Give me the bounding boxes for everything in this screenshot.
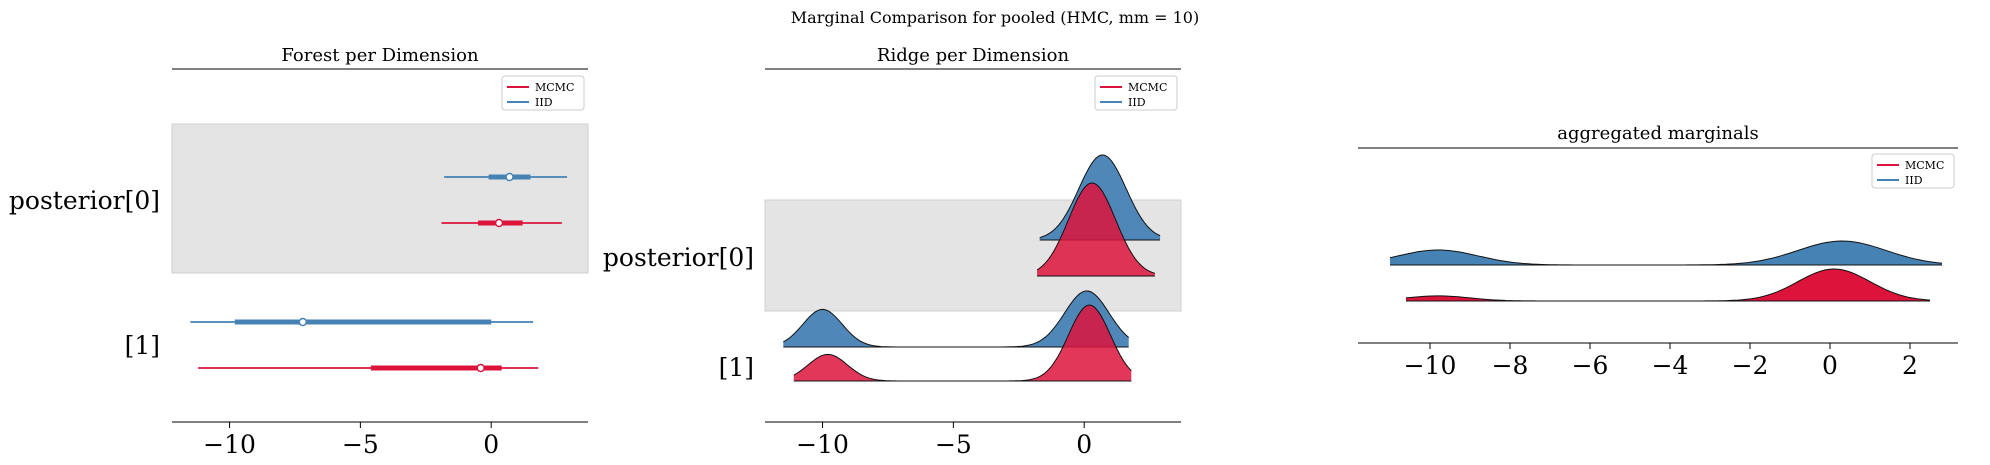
legend-entry: MCMC: [535, 81, 574, 94]
x-tick-label: −6: [1572, 351, 1609, 380]
x-tick-label: 2: [1902, 351, 1918, 380]
panel-title: aggregated marginals: [1557, 123, 1758, 144]
x-tick-label: 0: [1822, 351, 1838, 380]
density-fill: [1037, 183, 1155, 276]
density-fill: [1406, 269, 1930, 301]
point-estimate: [476, 363, 485, 373]
row-label: posterior[0]: [9, 186, 160, 215]
panel-title: Ridge per Dimension: [877, 45, 1070, 66]
density-outline: [1036, 182, 1155, 274]
legend-entry: IID: [1128, 96, 1146, 109]
figure-suptitle: Marginal Comparison for pooled (HMC, mm …: [791, 8, 1199, 27]
x-tick-label: −2: [1732, 351, 1769, 380]
ridge-panel: Ridge per Dimension −10 −5 0 posterior[0] [1]…: [603, 45, 1182, 459]
legend-entry: MCMC: [1905, 159, 1944, 172]
x-tick-label: −10: [203, 430, 256, 459]
panel-title: Forest per Dimension: [281, 45, 479, 66]
x-tick-label: −4: [1652, 351, 1689, 380]
row-band: [171, 123, 589, 274]
x-tick-label: 0: [1076, 430, 1092, 459]
legend-entry: IID: [1905, 174, 1923, 187]
point-estimate: [298, 317, 308, 327]
x-tick-label: −5: [342, 430, 379, 459]
row-label: posterior[0]: [603, 243, 754, 272]
forest-panel: Forest per Dimension −10 −5 0 posterior[0] [1…: [9, 45, 589, 459]
point-estimate: [505, 172, 514, 182]
density-outline: [1039, 154, 1161, 239]
x-tick-label: 0: [483, 430, 499, 459]
row-label: [1]: [719, 353, 754, 382]
aggregated-panel: aggregated marginals −10 −8 −6 −4 −2 0 2 MCMC IID: [1358, 123, 1958, 380]
density-fill: [793, 305, 1132, 381]
row-label: [1]: [125, 331, 160, 360]
x-tick-label: −10: [796, 430, 849, 459]
x-tick-label: −10: [1404, 351, 1457, 380]
legend-entry: MCMC: [1128, 81, 1167, 94]
legend-entry: IID: [535, 96, 553, 109]
x-tick-label: −8: [1492, 351, 1529, 380]
x-tick-label: −5: [935, 430, 972, 459]
density-fill: [1390, 241, 1942, 265]
point-estimate: [494, 218, 504, 228]
